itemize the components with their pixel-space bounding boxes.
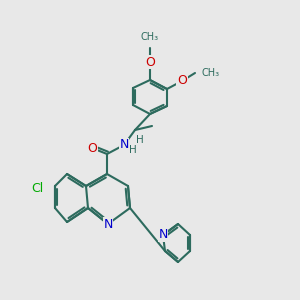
- Text: O: O: [177, 74, 187, 88]
- Text: O: O: [145, 56, 155, 68]
- Text: O: O: [87, 142, 97, 154]
- Text: N: N: [119, 139, 129, 152]
- Text: N: N: [158, 229, 168, 242]
- Text: H: H: [129, 145, 137, 155]
- Text: H: H: [136, 135, 144, 145]
- Text: Cl: Cl: [31, 182, 43, 194]
- Text: CH₃: CH₃: [141, 32, 159, 42]
- Text: CH₃: CH₃: [202, 68, 220, 78]
- Text: N: N: [103, 218, 113, 230]
